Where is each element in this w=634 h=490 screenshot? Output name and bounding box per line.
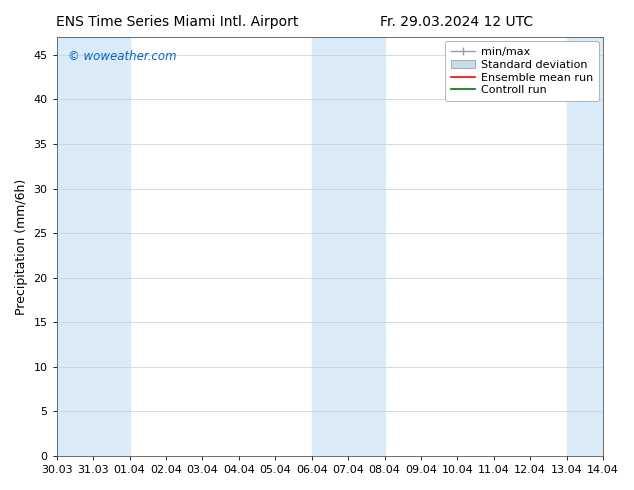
Legend: min/max, Standard deviation, Ensemble mean run, Controll run: min/max, Standard deviation, Ensemble me…: [445, 42, 598, 101]
Bar: [567, 37, 603, 456]
Bar: [312, 37, 384, 456]
Text: © woweather.com: © woweather.com: [68, 49, 176, 63]
Y-axis label: Precipitation (mm/6h): Precipitation (mm/6h): [15, 178, 28, 315]
Text: Fr. 29.03.2024 12 UTC: Fr. 29.03.2024 12 UTC: [380, 15, 533, 29]
Text: ENS Time Series Miami Intl. Airport: ENS Time Series Miami Intl. Airport: [56, 15, 299, 29]
Bar: [56, 37, 129, 456]
